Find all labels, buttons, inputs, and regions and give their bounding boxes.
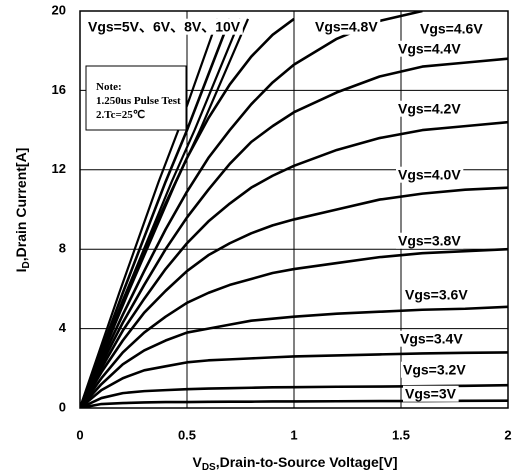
legend-label: Vgs=3.2V (403, 362, 466, 378)
y-tick-label: 12 (52, 161, 66, 176)
note-text: 1.250us Pulse Test (96, 95, 181, 107)
x-tick-label: 0 (76, 427, 83, 442)
legend-label: Vgs=3.8V (398, 233, 461, 249)
y-tick-label: 8 (59, 241, 66, 256)
note-text: 2.Tc=25℃ (96, 109, 145, 121)
legend-label-bg (401, 361, 469, 378)
series-line (80, 399, 508, 408)
series-line (80, 11, 423, 408)
series-line (80, 247, 508, 408)
x-axis-title-part: ,Drain-to-Source Voltage[V] (216, 454, 398, 470)
x-tick-label: 1 (290, 427, 297, 442)
series-line (80, 351, 508, 408)
y-axis-title-sub: D (21, 261, 32, 268)
legend-label: Vgs=4.0V (398, 167, 461, 183)
legend-label-bg (396, 232, 464, 249)
series-line-bundle (80, 18, 219, 408)
y-tick-label: 4 (59, 320, 67, 335)
y-tick-label: 16 (52, 82, 66, 97)
legend-label: Vgs=4.6V (420, 21, 483, 37)
legend-label: Vgs=3.4V (400, 331, 463, 347)
x-axis-title: VDS,Drain-to-Source Voltage[V] (192, 454, 397, 473)
legend-label-bg (313, 18, 381, 35)
x-tick-label: 0.5 (178, 427, 196, 442)
series-line (80, 305, 508, 408)
series-line (80, 17, 295, 408)
x-axis-title-part: V (192, 454, 202, 470)
series-line (80, 120, 508, 408)
x-tick-label: 2 (504, 427, 511, 442)
legend-label: Vgs=4.8V (315, 19, 378, 35)
legend-label: Vgs=5V、6V、8V、10V (88, 19, 241, 35)
y-tick-label: 20 (52, 2, 66, 17)
note-text: Note: (96, 81, 122, 93)
legend-label-bg (403, 286, 471, 303)
legend-label-bg (398, 330, 466, 347)
legend-label-bg (403, 385, 459, 402)
series-line (80, 18, 232, 408)
legend-label: Vgs=3V (405, 386, 457, 402)
legend-label: Vgs=4.2V (398, 101, 461, 117)
legend-label: Vgs=4.4V (398, 41, 461, 57)
legend-label-bg (396, 40, 464, 57)
legend-label: Vgs=3.6V (405, 287, 468, 303)
series-line (80, 186, 508, 408)
note-box (85, 65, 187, 131)
y-axis-title-part: I (13, 268, 29, 272)
y-axis-title: ID,Drain Current[A] (13, 148, 32, 273)
legend-label-bg (418, 20, 486, 37)
y-tick-label: 0 (59, 399, 66, 414)
legend-label-bg (396, 166, 464, 183)
y-axis-title-part: ,Drain Current[A] (13, 148, 29, 262)
plot-frame (79, 10, 509, 409)
legend-label-bg (86, 18, 243, 35)
x-tick-label: 1.5 (392, 427, 410, 442)
legend-label-bg (396, 100, 464, 117)
series-line (80, 383, 508, 408)
series-line (80, 57, 508, 408)
x-axis-title-sub: DS (202, 462, 216, 473)
